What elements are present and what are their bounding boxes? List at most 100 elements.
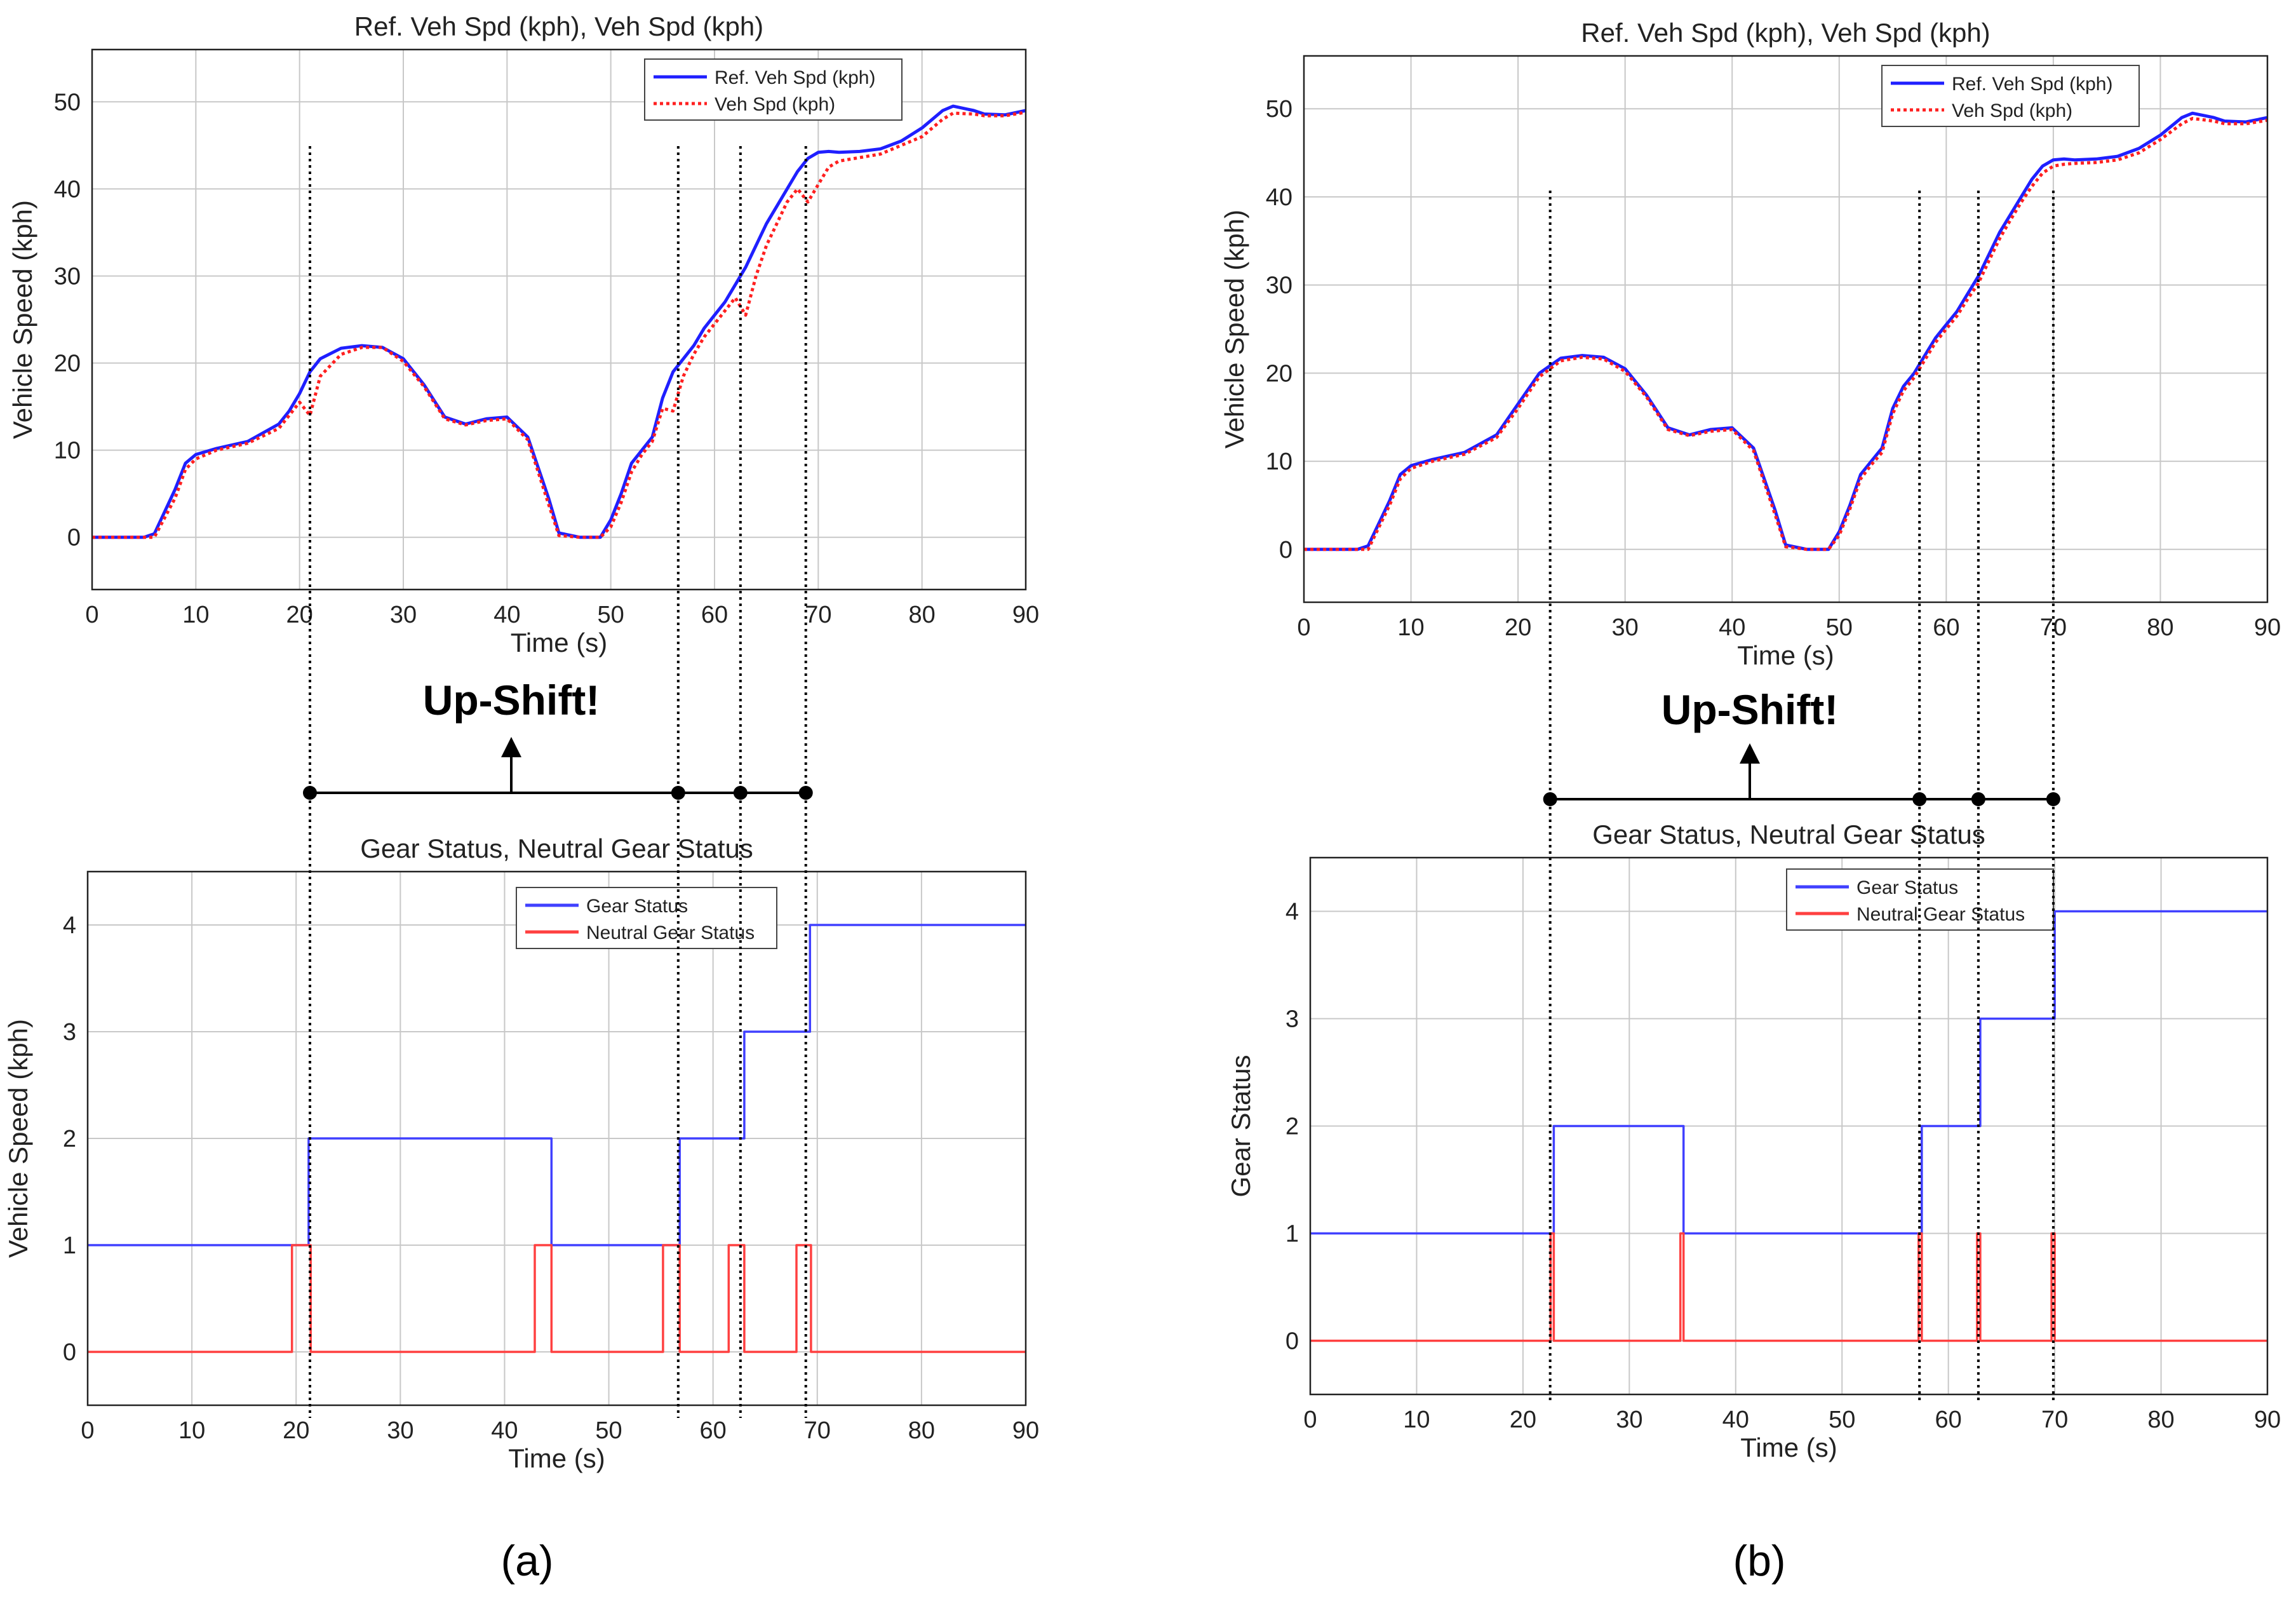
x-tick-label: 50	[598, 602, 624, 628]
x-tick-label: 60	[1933, 614, 1959, 641]
x-tick-label: 0	[1297, 614, 1310, 641]
x-tick-label: 80	[2147, 1407, 2174, 1433]
x-tick-label: 60	[700, 1417, 727, 1444]
y-tick-label: 50	[1266, 96, 1292, 123]
series-line-secondary	[1304, 117, 2268, 551]
y-tick-label: 0	[67, 525, 81, 551]
shift-marker-dot	[733, 786, 748, 800]
series-line-primary	[88, 924, 1026, 1246]
x-tick-label: 70	[804, 1417, 831, 1444]
shift-marker-dot	[1971, 792, 1985, 806]
chart-b-gear: 0 10 20 30 40 50 60 70 80 90 0 1 2 3 4 Gear Status, Neu…	[1226, 820, 2281, 1462]
chart-title: Ref. Veh Spd (kph), Veh Spd (kph)	[1581, 18, 1990, 48]
x-tick-label: 50	[1826, 614, 1853, 641]
upshift-label: Up-Shift!	[423, 677, 600, 724]
y-tick-label: 50	[54, 89, 81, 116]
arrow-head	[501, 737, 521, 757]
x-tick-label: 20	[283, 1417, 309, 1444]
shift-marker-dot	[303, 786, 317, 800]
axes-frame	[91, 48, 1027, 591]
y-tick-label: 10	[1266, 449, 1292, 475]
y-tick-label: 4	[1286, 899, 1299, 926]
x-tick-label: 80	[2147, 614, 2173, 641]
x-tick-label: 0	[1303, 1407, 1317, 1433]
legend-box	[644, 58, 903, 121]
series-line-primary	[1310, 910, 2267, 1235]
x-tick-label: 90	[2254, 614, 2281, 641]
x-tick-label: 40	[491, 1417, 518, 1444]
y-axis-label: Gear Status	[1226, 1055, 1256, 1197]
y-tick-label: 3	[63, 1019, 76, 1046]
chart-title: Gear Status, Neutral Gear Status	[1592, 820, 1985, 849]
y-tick-label: 1	[1286, 1221, 1299, 1248]
x-tick-label: 60	[1935, 1407, 1962, 1433]
x-tick-label: 80	[909, 602, 936, 628]
shift-marker-dot	[2046, 792, 2060, 806]
legend-box	[1881, 65, 2140, 127]
x-tick-label: 30	[390, 602, 417, 628]
upshift-annotation-b: Up-Shift!	[1543, 191, 2060, 1404]
upshift-annotation-a: Up-Shift!	[303, 146, 813, 1418]
y-axis-label: Vehicle Speed (kph)	[1219, 210, 1249, 449]
legend-box	[516, 887, 777, 949]
shift-marker-dot	[1543, 792, 1557, 806]
axes-frame	[1309, 856, 2269, 1396]
x-tick-label: 30	[1612, 614, 1639, 641]
x-tick-label: 30	[1616, 1407, 1642, 1433]
x-tick-label: 60	[701, 602, 728, 628]
legend: Ref. Veh Spd (kph) Veh Spd (kph)	[644, 58, 903, 121]
y-tick-label: 20	[54, 351, 81, 377]
x-tick-label: 90	[1012, 1417, 1039, 1444]
y-tick-label: 3	[1286, 1006, 1299, 1033]
shift-marker-dot	[1912, 792, 1927, 806]
x-tick-label: 10	[1403, 1407, 1430, 1433]
x-axis-label: Time (s)	[1740, 1433, 1837, 1462]
shift-marker-dot	[671, 786, 685, 800]
x-tick-label: 50	[1829, 1407, 1855, 1433]
x-tick-label: 30	[387, 1417, 413, 1444]
y-tick-label: 10	[54, 438, 81, 464]
x-tick-label: 0	[81, 1417, 94, 1444]
y-axis-label: Vehicle Speed (kph)	[3, 1019, 33, 1258]
upshift-label: Up-Shift!	[1662, 686, 1839, 733]
axes-frame	[86, 870, 1027, 1407]
x-tick-label: 90	[1012, 602, 1039, 628]
x-tick-label: 40	[493, 602, 520, 628]
y-tick-label: 0	[1279, 537, 1292, 563]
legend-entry: Gear Status	[586, 896, 688, 917]
axes-frame	[1303, 55, 2269, 604]
y-tick-label: 30	[1266, 273, 1292, 299]
x-tick-label: 80	[908, 1417, 935, 1444]
x-tick-label: 0	[85, 602, 98, 628]
panel-label-a: (a)	[500, 1537, 553, 1585]
x-tick-label: 90	[2254, 1407, 2281, 1433]
x-tick-label: 20	[1510, 1407, 1536, 1433]
chart-a-speed: 0 10 20 30 40 50 60 70 80 90 0 10 20 30 40 50 Ref. Veh S…	[8, 11, 1039, 658]
x-tick-label: 70	[2041, 1407, 2068, 1433]
y-tick-label: 0	[1286, 1328, 1299, 1355]
y-tick-label: 4	[63, 912, 76, 939]
y-tick-label: 30	[54, 263, 81, 290]
legend: Gear Status Neutral Gear Status	[516, 887, 777, 949]
legend: Ref. Veh Spd (kph) Veh Spd (kph)	[1881, 65, 2140, 127]
chart-title: Gear Status, Neutral Gear Status	[360, 833, 753, 863]
plot-area	[92, 50, 1026, 590]
series-line-primary	[92, 104, 1026, 539]
x-tick-label: 20	[286, 602, 313, 628]
y-axis-label: Vehicle Speed (kph)	[8, 200, 37, 439]
y-tick-label: 1	[63, 1232, 76, 1259]
x-axis-label: Time (s)	[508, 1443, 605, 1473]
x-axis-label: Time (s)	[1737, 640, 1834, 670]
chart-a-gear: 0 10 20 30 40 50 60 70 80 90 0 1 2 3 4 Gear Status, Neu…	[3, 833, 1039, 1473]
legend-entry: Veh Spd (kph)	[715, 94, 835, 115]
x-tick-label: 20	[1505, 614, 1531, 641]
y-tick-label: 40	[54, 176, 81, 203]
chart-title: Ref. Veh Spd (kph), Veh Spd (kph)	[354, 11, 763, 41]
shift-marker-dot	[798, 786, 813, 800]
y-tick-label: 20	[1266, 360, 1292, 387]
x-tick-label: 10	[178, 1417, 205, 1444]
series-line-primary	[1304, 111, 2268, 551]
